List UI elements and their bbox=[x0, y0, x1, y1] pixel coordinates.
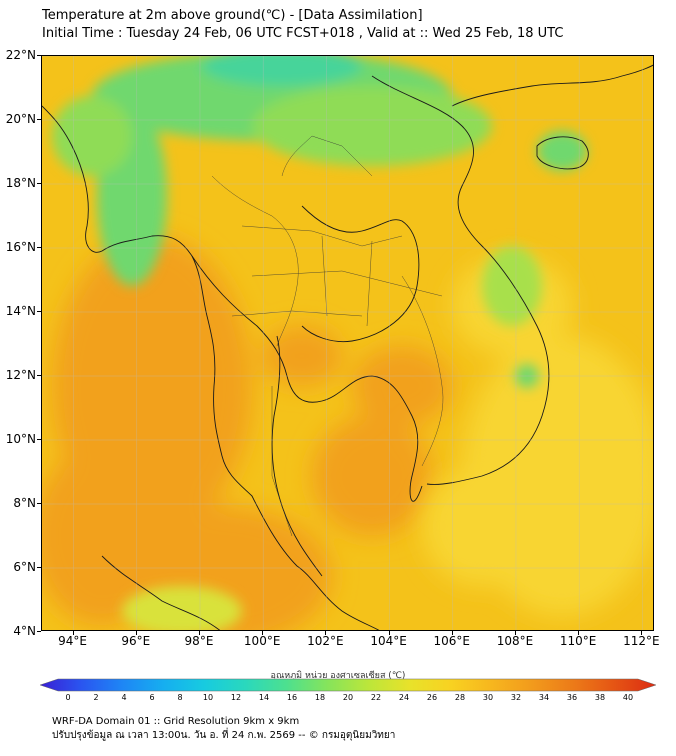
latitude-tick bbox=[37, 311, 41, 312]
latitude-label: 4°N bbox=[13, 624, 36, 638]
latitude-tick bbox=[37, 567, 41, 568]
longitude-tick bbox=[325, 631, 327, 635]
colorbar-tick-label: 12 bbox=[230, 693, 242, 702]
colorbar-tick-label: 24 bbox=[398, 693, 410, 702]
latitude-tick bbox=[37, 55, 41, 56]
latitude-tick bbox=[37, 119, 41, 120]
colorbar-tick-label: 6 bbox=[149, 693, 155, 702]
colorbar-tick-label: 16 bbox=[286, 693, 298, 702]
longitude-label: 104°E bbox=[370, 634, 407, 648]
cool-field bbox=[52, 56, 587, 630]
colorbar-tick-label: 34 bbox=[538, 693, 550, 702]
colorbar-tick-label: 28 bbox=[454, 693, 466, 702]
longitude-tick bbox=[262, 631, 264, 635]
longitude-tick bbox=[198, 631, 200, 635]
colorbar-tick-label: 14 bbox=[258, 693, 270, 702]
update-info: ปรับปรุงข้อมูล ณ เวลา 13:00น. วัน อ. ที่… bbox=[52, 730, 396, 741]
warm-field bbox=[42, 236, 452, 630]
latitude-label: 10°N bbox=[5, 432, 36, 446]
longitude-label: 96°E bbox=[121, 634, 151, 648]
latitude-tick bbox=[37, 183, 41, 184]
colorbar-tick-label: 36 bbox=[566, 693, 578, 702]
longitude-label: 100°E bbox=[243, 634, 281, 648]
chart-subtitle: Initial Time : Tuesday 24 Feb, 06 UTC FC… bbox=[42, 26, 564, 41]
longitude-label: 108°E bbox=[496, 634, 534, 648]
longitude-tick bbox=[451, 631, 453, 635]
longitude-tick bbox=[578, 631, 580, 635]
longitude-tick bbox=[641, 631, 643, 635]
latitude-label: 8°N bbox=[13, 496, 36, 510]
colorbar-tick-label: 20 bbox=[342, 693, 354, 702]
longitude-tick bbox=[514, 631, 516, 635]
latitude-tick bbox=[37, 247, 41, 248]
colorbar-tick-label: 30 bbox=[482, 693, 494, 702]
longitude-label: 94°E bbox=[58, 634, 88, 648]
latitude-label: 14°N bbox=[5, 304, 36, 318]
temperature-colorbar bbox=[40, 678, 656, 692]
latitude-label: 12°N bbox=[5, 368, 36, 382]
latitude-label: 6°N bbox=[13, 560, 36, 574]
latitude-label: 22°N bbox=[5, 48, 36, 62]
colorbar-tick-label: 4 bbox=[121, 693, 127, 702]
latitude-tick bbox=[37, 375, 41, 376]
colorbar-tick-label: 18 bbox=[314, 693, 326, 702]
latitude-tick bbox=[37, 439, 41, 440]
latitude-label: 20°N bbox=[5, 112, 36, 126]
longitude-tick bbox=[72, 631, 74, 635]
colorbar-tick-label: 32 bbox=[510, 693, 522, 702]
colorbar-label: อุณหภูมิ หน่วย องศาเซลเซียส (℃) bbox=[270, 671, 406, 681]
model-info: WRF-DA Domain 01 :: Grid Resolution 9km … bbox=[52, 716, 300, 727]
colorbar-tick-label: 0 bbox=[65, 693, 71, 702]
colorbar-tick-label: 8 bbox=[177, 693, 183, 702]
longitude-tick bbox=[388, 631, 390, 635]
coastlines bbox=[42, 64, 653, 630]
latitude-tick bbox=[37, 631, 41, 632]
colorbar-tick-label: 40 bbox=[622, 693, 634, 702]
colorbar-tick-label: 22 bbox=[370, 693, 382, 702]
colorbar-tick-label: 38 bbox=[594, 693, 606, 702]
colorbar-tick-label: 26 bbox=[426, 693, 438, 702]
temperature-map bbox=[41, 55, 654, 631]
longitude-label: 98°E bbox=[184, 634, 214, 648]
colorbar-tick-label: 10 bbox=[202, 693, 214, 702]
colorbar-bar bbox=[40, 678, 656, 692]
longitude-label: 106°E bbox=[433, 634, 471, 648]
longitude-label: 112°E bbox=[623, 634, 660, 648]
lat-lon-grid bbox=[42, 56, 653, 630]
latitude-label: 16°N bbox=[5, 240, 36, 254]
temperature-map-svg bbox=[42, 56, 653, 630]
chart-title: Temperature at 2m above ground(℃) - [Dat… bbox=[42, 8, 423, 23]
longitude-label: 110°E bbox=[559, 634, 597, 648]
colorbar-tick-label: 2 bbox=[93, 693, 99, 702]
longitude-label: 102°E bbox=[307, 634, 344, 648]
latitude-label: 18°N bbox=[5, 176, 36, 190]
longitude-tick bbox=[135, 631, 137, 635]
latitude-tick bbox=[37, 503, 41, 504]
